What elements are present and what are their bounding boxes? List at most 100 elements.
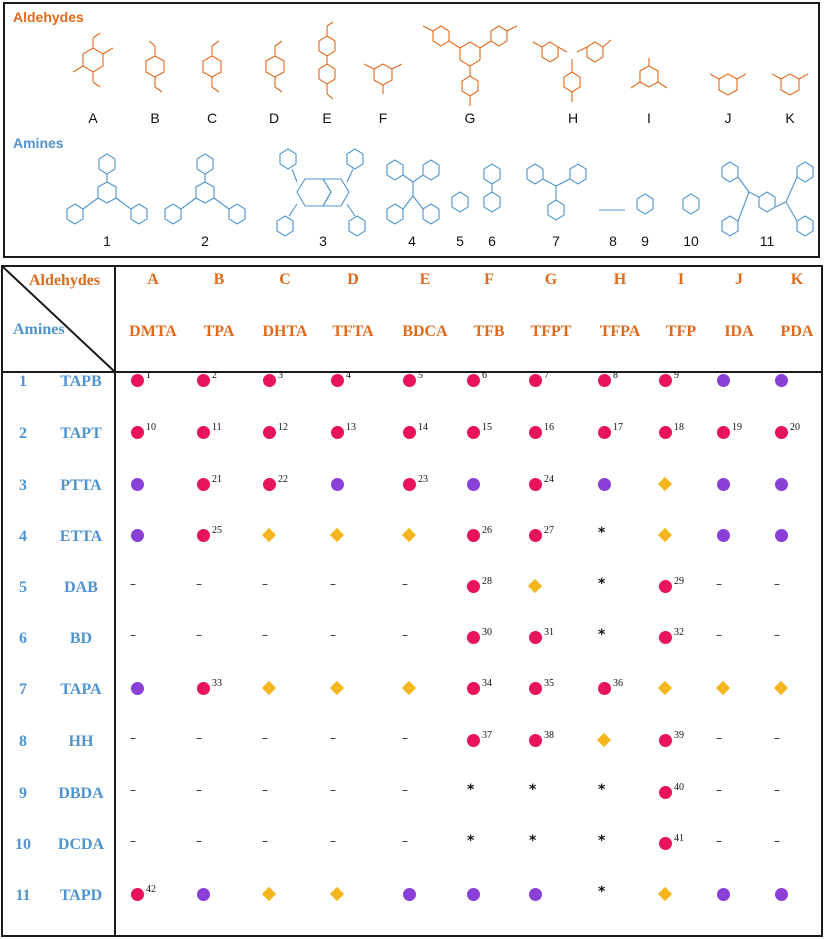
predicted-circle <box>529 888 542 901</box>
aldehyde-label-k: K <box>785 110 795 126</box>
cell-10-i: 41 <box>646 833 706 853</box>
cell-2-d: 13 <box>318 422 378 442</box>
cell-7-d <box>318 678 378 698</box>
reference-number: 21 <box>212 474 222 485</box>
diamond-marker <box>657 527 673 543</box>
amine-label-7: 7 <box>552 233 560 249</box>
diamond-marker <box>657 886 673 902</box>
cell-10-g: * <box>516 833 576 853</box>
cell-5-j: – <box>704 576 764 596</box>
cell-1-d: 4 <box>318 370 378 390</box>
row-number-3: 3 <box>19 477 27 494</box>
reported-circle <box>659 631 672 644</box>
cell-11-j <box>704 884 764 904</box>
reference-number: 6 <box>482 370 487 381</box>
cell-9-i: 40 <box>646 782 706 802</box>
compatibility-table: Aldehydes Amines A DMTA B TPA C DHTA D TFTA E BDC… <box>1 265 823 937</box>
cell-9-e: – <box>390 782 450 802</box>
star-marker: * <box>598 833 606 849</box>
cell-2-c: 12 <box>250 422 310 442</box>
column-letter-c: C <box>279 271 291 288</box>
cell-10-f: * <box>454 833 514 853</box>
reported-circle <box>529 478 542 491</box>
cell-5-k: – <box>762 576 822 596</box>
cell-6-a: – <box>118 627 178 647</box>
cell-11-b <box>184 884 244 904</box>
dash-marker: – <box>402 783 408 797</box>
reported-circle <box>331 426 344 439</box>
row-abbr-tapb: TAPB <box>60 373 102 390</box>
cell-5-g <box>516 576 576 596</box>
cell-9-a: – <box>118 782 178 802</box>
reference-number: 26 <box>482 525 492 536</box>
row-abbr-hh: HH <box>68 733 94 750</box>
reference-number: 5 <box>418 370 423 381</box>
reference-number: 24 <box>544 474 554 485</box>
row-number-4: 4 <box>19 528 27 545</box>
dash-marker: – <box>774 834 780 848</box>
reference-number: 19 <box>732 422 742 433</box>
reference-number: 39 <box>674 730 684 741</box>
cell-9-j: – <box>704 782 764 802</box>
reference-number: 28 <box>482 576 492 587</box>
diamond-marker <box>329 680 345 696</box>
dash-marker: – <box>130 731 136 745</box>
reference-number: 2 <box>212 370 217 381</box>
reference-number: 1 <box>146 370 151 381</box>
row-number-2: 2 <box>19 425 27 442</box>
cell-6-g: 31 <box>516 627 576 647</box>
reported-circle <box>659 837 672 850</box>
reference-number: 35 <box>544 678 554 689</box>
cell-8-j: – <box>704 730 764 750</box>
reported-circle <box>263 374 276 387</box>
cell-6-d: – <box>318 627 378 647</box>
column-letter-d: D <box>347 271 359 288</box>
row-number-8: 8 <box>19 733 27 750</box>
predicted-circle <box>598 478 611 491</box>
cell-1-g: 7 <box>516 370 576 390</box>
reference-number: 3 <box>278 370 283 381</box>
reported-circle <box>263 426 276 439</box>
cell-7-f: 34 <box>454 678 514 698</box>
dash-marker: – <box>262 834 268 848</box>
reported-circle <box>529 374 542 387</box>
reference-number: 32 <box>674 627 684 638</box>
star-marker: * <box>467 782 475 798</box>
cell-4-c <box>250 525 310 545</box>
cell-7-a <box>118 678 178 698</box>
star-marker: * <box>598 627 606 643</box>
column-letter-j: J <box>735 271 743 288</box>
column-abbr-i: TFP <box>665 323 697 340</box>
dash-marker: – <box>402 731 408 745</box>
cell-5-e: – <box>390 576 450 596</box>
dash-marker: – <box>130 834 136 848</box>
reference-number: 31 <box>544 627 554 638</box>
predicted-circle <box>467 478 480 491</box>
reported-circle <box>529 734 542 747</box>
reported-circle <box>131 426 144 439</box>
dash-marker: – <box>402 834 408 848</box>
row-number-1: 1 <box>19 373 27 390</box>
row-number-7: 7 <box>19 681 27 698</box>
reported-circle <box>467 426 480 439</box>
cell-11-i <box>646 884 706 904</box>
predicted-circle <box>775 529 788 542</box>
amine-label-10: 10 <box>683 233 699 249</box>
reference-number: 17 <box>613 422 623 433</box>
reference-number: 41 <box>674 833 684 844</box>
amine-label-2: 2 <box>201 233 209 249</box>
cell-9-b: – <box>184 782 244 802</box>
cell-5-b: – <box>184 576 244 596</box>
cell-1-e: 5 <box>390 370 450 390</box>
predicted-circle <box>403 888 416 901</box>
predicted-circle <box>131 529 144 542</box>
cell-1-j <box>704 370 764 390</box>
reference-number: 40 <box>674 782 684 793</box>
cell-5-a: – <box>118 576 178 596</box>
column-abbr-d: TFTA <box>332 323 374 340</box>
cell-2-g: 16 <box>516 422 576 442</box>
column-abbr-b: TPA <box>203 323 235 340</box>
reported-circle <box>467 529 480 542</box>
amine-label-1: 1 <box>103 233 111 249</box>
cell-8-e: – <box>390 730 450 750</box>
